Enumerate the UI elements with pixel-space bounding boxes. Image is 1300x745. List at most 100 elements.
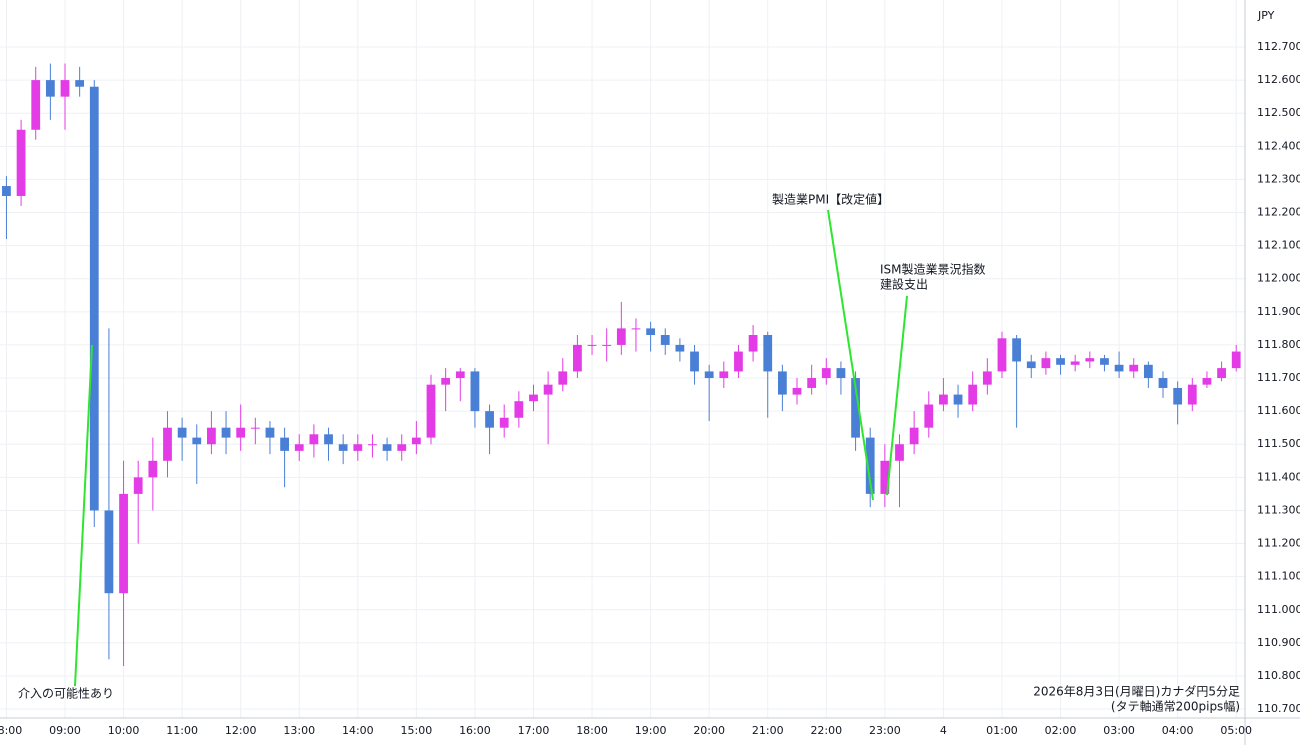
candle-body (207, 427, 216, 445)
x-tick-label: 16:00 (459, 724, 491, 737)
candle-body (148, 460, 158, 478)
candle-body (1056, 358, 1065, 365)
y-tick-label: 110.900 (1257, 636, 1300, 649)
candle-body (602, 344, 612, 346)
x-tick-label: 21:00 (752, 724, 784, 737)
x-tick-label: 11:00 (166, 724, 198, 737)
candle-body (2, 186, 11, 196)
y-tick-label: 111.200 (1257, 537, 1300, 550)
candle-body (939, 394, 948, 405)
candle-body (485, 411, 494, 428)
candle-body (397, 444, 407, 451)
candle-body (353, 444, 363, 451)
candle-body (968, 384, 978, 405)
y-tick-label: 112.400 (1257, 139, 1300, 152)
candle-body (280, 437, 289, 451)
candle-body (953, 394, 963, 405)
candle-body (368, 444, 377, 446)
x-tick-label: 05:00 (1220, 724, 1252, 737)
y-tick-label: 110.700 (1257, 702, 1300, 715)
x-tick-label: 23:00 (869, 724, 901, 737)
candle-body (250, 427, 260, 429)
x-tick-label: 09:00 (49, 724, 81, 737)
candle-body (89, 86, 99, 511)
y-tick-label: 111.600 (1257, 404, 1300, 417)
y-tick-label: 111.700 (1257, 371, 1300, 384)
candle-body (1012, 338, 1022, 362)
candle-body (587, 344, 597, 346)
candle-body (660, 335, 670, 345)
candle-body (1085, 358, 1095, 362)
candle-body (529, 394, 538, 402)
footnote: 2026年8月3日(月曜日)カナダ円5分足 (1033, 684, 1240, 699)
y-tick-label: 111.300 (1257, 503, 1300, 516)
candle-body (1129, 364, 1139, 372)
y-tick-label: 112.000 (1257, 272, 1300, 285)
candle-body (75, 80, 85, 87)
candle-body (411, 437, 421, 445)
x-tick-label: 18:00 (576, 724, 608, 737)
candle-body (1158, 378, 1168, 388)
candle-body (426, 384, 436, 438)
candle-body (1231, 351, 1241, 369)
candle-body (719, 371, 729, 379)
annotation-leader (827, 209, 874, 501)
candle-body (236, 427, 246, 438)
candle-body (836, 368, 846, 379)
y-tick-label: 112.200 (1257, 206, 1300, 219)
candle-body (997, 338, 1007, 372)
candle-body (924, 404, 934, 428)
x-tick-label: 12:00 (225, 724, 257, 737)
annotation: ISM製造業景況指数 (880, 262, 986, 277)
y-tick-label: 111.800 (1257, 338, 1300, 351)
x-tick-label: 08:00 (0, 724, 22, 737)
candle-body (675, 344, 685, 352)
candle-body (631, 328, 641, 330)
candle-body (1202, 378, 1212, 385)
x-tick-label: 14:00 (342, 724, 374, 737)
x-tick-label: 03:00 (1103, 724, 1135, 737)
x-tick-label: 02:00 (1045, 724, 1077, 737)
annotation-leader (886, 295, 908, 496)
candle-body (792, 387, 802, 395)
candle-body (382, 444, 392, 451)
candle-body (221, 427, 231, 438)
candle-body (16, 129, 26, 196)
annotation: 介入の可能性あり (18, 687, 114, 701)
candle-body (455, 371, 465, 379)
x-tick-label: 22:00 (810, 724, 842, 737)
y-tick-label: 111.000 (1257, 603, 1300, 616)
candle-body (514, 401, 524, 418)
footnote: (タテ軸通常200pips幅) (1111, 699, 1240, 714)
candle-body (324, 434, 333, 445)
candle-body (616, 328, 626, 345)
y-tick-label: 111.100 (1257, 570, 1300, 583)
x-tick-label: 19:00 (635, 724, 667, 737)
candle-body (690, 351, 699, 372)
candles (2, 63, 1241, 667)
candle-body (748, 335, 758, 352)
x-tick-label: 4 (940, 724, 947, 737)
y-tick-label: 112.600 (1257, 73, 1300, 86)
candle-body (192, 437, 202, 445)
candle-body (294, 444, 304, 451)
x-tick-label: 04:00 (1162, 724, 1194, 737)
candle-body (1114, 364, 1124, 372)
y-tick-label: 111.500 (1257, 437, 1300, 450)
y-tick-label: 112.700 (1257, 40, 1300, 53)
candle-body (104, 510, 114, 594)
x-tick-label: 01:00 (986, 724, 1018, 737)
candle-body (982, 371, 992, 385)
candle-body (573, 344, 582, 372)
candle-body (895, 444, 904, 461)
y-tick-label: 112.500 (1257, 106, 1300, 119)
candle-body (880, 460, 890, 494)
x-tick-label: 13:00 (283, 724, 315, 737)
candle-body (646, 328, 656, 336)
candle-body (1026, 361, 1036, 369)
annotation: 製造業PMI【改定値】 (772, 192, 889, 207)
candle-body (1041, 358, 1051, 369)
candle-body (1070, 361, 1080, 365)
candle-body (734, 351, 743, 372)
